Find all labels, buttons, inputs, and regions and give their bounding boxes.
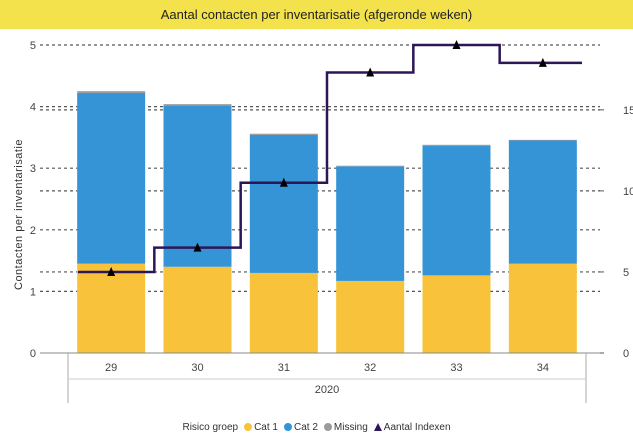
legend-label-cat1: Cat 1 xyxy=(254,421,278,433)
bar-segment-cat-2 xyxy=(336,166,405,281)
bar-segment-cat-1 xyxy=(336,280,405,353)
bar-segment-missing xyxy=(422,144,491,147)
bar-segment-missing xyxy=(508,139,577,141)
bar-segment-cat-1 xyxy=(77,263,146,353)
y-tick-label: 2 xyxy=(30,225,36,237)
y-axis-title: Contacten per inventarisatie xyxy=(13,139,25,290)
x-tick-label: 29 xyxy=(105,362,117,374)
legend-swatch-missing xyxy=(323,423,332,431)
legend-item-indexen: Aantal Indexen xyxy=(373,421,451,433)
legend-item-cat1: Cat 1 xyxy=(244,422,278,433)
legend-title: Risico groep xyxy=(182,421,239,433)
chart-title: Aantal contacten per inventarisatie (afg… xyxy=(160,7,473,22)
y-tick-label: 3 xyxy=(30,163,36,175)
index-marker xyxy=(279,177,288,187)
bar-segment-cat-1 xyxy=(163,266,232,353)
index-marker xyxy=(538,57,547,67)
x-tick-label: 30 xyxy=(191,362,203,374)
legend-item-cat2: Cat 2 xyxy=(283,421,318,433)
legend: Risico groep Cat 1 Cat 2 Missing Aantal … xyxy=(0,419,633,435)
bar-segment-missing xyxy=(163,104,232,106)
legend-label-indexen: Aantal Indexen xyxy=(383,421,451,433)
x-tick-label: 32 xyxy=(364,362,376,374)
y-tick-label: 5 xyxy=(30,40,36,52)
index-marker xyxy=(107,266,116,276)
bar-segment-cat-2 xyxy=(422,146,491,276)
y2-tick-label: 10 xyxy=(623,186,633,198)
x-tick-label: 31 xyxy=(278,362,290,374)
bar-segment-cat-2 xyxy=(77,93,146,264)
bar-segment-cat-1 xyxy=(249,272,318,353)
bar-segment-missing xyxy=(336,165,405,167)
bar-segment-cat-1 xyxy=(422,275,491,353)
index-step-line xyxy=(78,43,582,274)
y2-tick-label: 5 xyxy=(623,267,629,279)
triangle-icon xyxy=(373,423,382,431)
legend-label-missing: Missing xyxy=(333,421,368,433)
chart-title-bar: Aantal contacten per inventarisatie (afg… xyxy=(0,0,633,29)
bar-segment-cat-2 xyxy=(249,134,318,273)
index-marker xyxy=(366,67,375,77)
y-tick-label: 4 xyxy=(30,102,36,114)
index-marker xyxy=(452,40,461,49)
legend-swatch-cat2 xyxy=(283,423,292,431)
legend-swatch-cat1 xyxy=(244,423,253,431)
index-marker xyxy=(193,242,202,252)
bars xyxy=(77,91,577,353)
x-group-label: 2020 xyxy=(315,384,339,396)
y-tick-label: 1 xyxy=(30,286,36,298)
bar-segment-cat-2 xyxy=(163,105,232,267)
y-tick-label: 0 xyxy=(30,348,36,360)
y2-tick-label: 0 xyxy=(623,348,629,360)
y2-tick-label: 15 xyxy=(623,105,633,117)
legend-item-missing: Missing xyxy=(323,421,368,433)
bar-segment-cat-2 xyxy=(508,140,577,264)
bar-segment-missing xyxy=(77,91,146,94)
x-tick-label: 34 xyxy=(537,362,549,374)
bar-segment-cat-1 xyxy=(508,263,577,353)
x-tick-label: 33 xyxy=(450,362,462,374)
index-line-series xyxy=(78,40,582,276)
bar-segment-missing xyxy=(249,133,318,135)
legend-label-cat2: Cat 2 xyxy=(293,421,318,433)
